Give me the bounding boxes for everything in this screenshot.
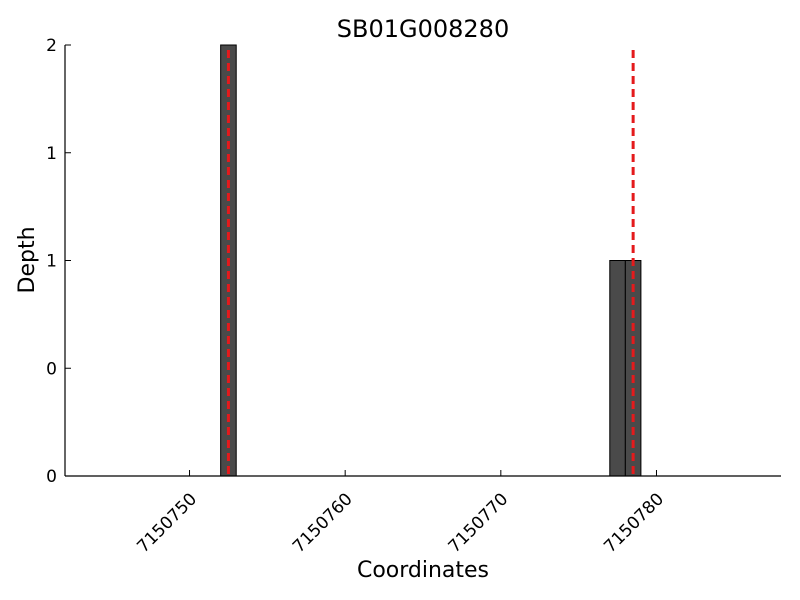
x-axis-label: Coordinates xyxy=(357,558,489,583)
x-tick-label: 7150780 xyxy=(600,489,668,557)
y-tick-label: 2 xyxy=(46,36,57,56)
x-tick-label: 7150750 xyxy=(133,489,201,557)
y-tick-label: 1 xyxy=(46,252,57,272)
y-tick-label: 0 xyxy=(46,359,57,379)
x-tick-label: 7150760 xyxy=(289,489,357,557)
y-axis-label: Depth xyxy=(15,226,40,293)
y-tick-label: 0 xyxy=(46,467,57,487)
x-tick-label: 7150770 xyxy=(445,489,513,557)
chart-title: SB01G008280 xyxy=(337,15,509,43)
bar xyxy=(609,260,626,477)
y-tick-label: 1 xyxy=(46,144,57,164)
